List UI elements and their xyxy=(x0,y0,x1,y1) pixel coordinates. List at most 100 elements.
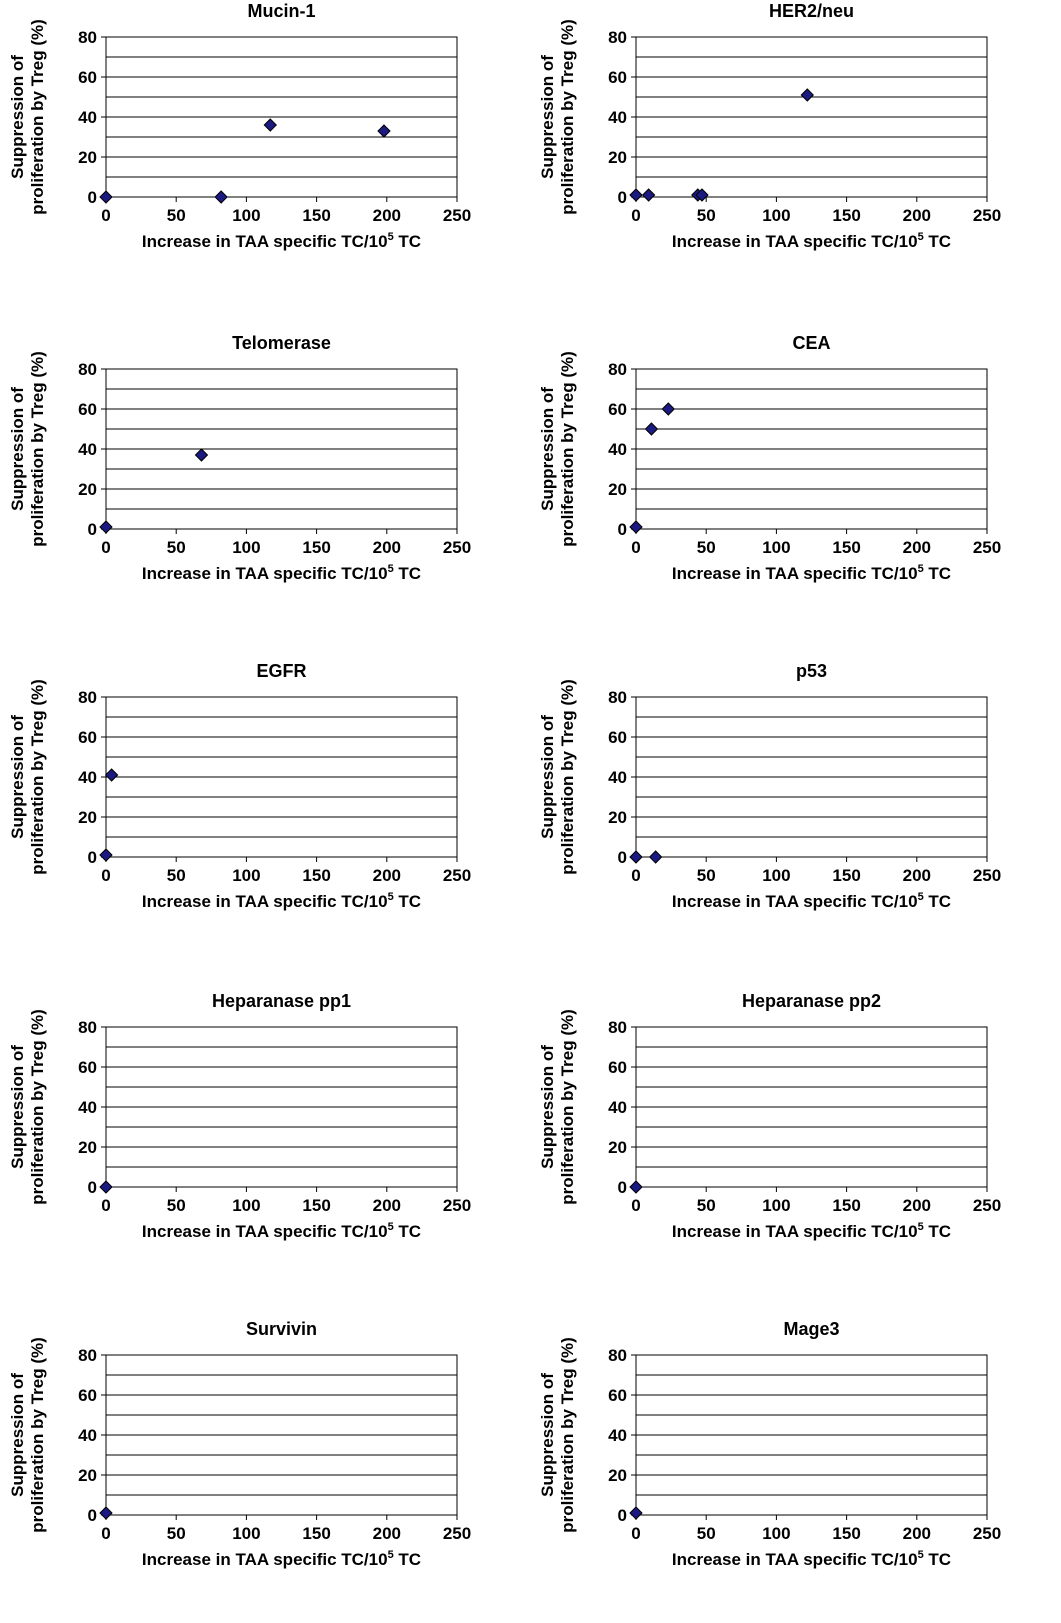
svg-text:Suppression of: Suppression of xyxy=(8,715,27,839)
x-tick-label: 150 xyxy=(302,1196,330,1215)
chart-title: Survivin xyxy=(246,1319,317,1339)
x-tick-label: 100 xyxy=(232,1196,260,1215)
x-tick-label: 100 xyxy=(232,206,260,225)
y-axis-label: Suppression of proliferation by Treg (%) xyxy=(538,351,577,547)
x-tick-label: 50 xyxy=(167,1524,186,1543)
svg-text:proliferation by Treg (%): proliferation by Treg (%) xyxy=(558,19,577,215)
x-tick-label: 50 xyxy=(167,538,186,557)
chart-panel-3: Telomerase 0 20 40 60 80 0 50 100 150 200 250 Increa… xyxy=(8,333,471,583)
chart-panel-5: EGFR 0 20 40 60 80 0 50 100 150 200 250 Increase in … xyxy=(8,661,471,911)
svg-text:proliferation by Treg (%): proliferation by Treg (%) xyxy=(558,351,577,547)
y-tick-label: 20 xyxy=(608,808,627,827)
y-tick-label: 0 xyxy=(88,848,97,867)
svg-text:Suppression of: Suppression of xyxy=(538,1045,557,1169)
y-tick-label: 20 xyxy=(608,480,627,499)
y-tick-label: 0 xyxy=(88,520,97,539)
x-tick-label: 250 xyxy=(443,538,471,557)
y-axis-label: Suppression of proliferation by Treg (%) xyxy=(8,19,47,215)
x-tick-label: 250 xyxy=(443,1196,471,1215)
x-tick-label: 200 xyxy=(373,1196,401,1215)
y-tick-label: 60 xyxy=(78,1058,97,1077)
y-axis-label: Suppression of proliferation by Treg (%) xyxy=(538,19,577,215)
x-tick-label: 50 xyxy=(697,206,716,225)
svg-text:Suppression of: Suppression of xyxy=(538,1373,557,1497)
svg-text:Suppression of: Suppression of xyxy=(8,55,27,179)
x-tick-label: 50 xyxy=(697,538,716,557)
x-tick-label: 0 xyxy=(631,866,640,885)
data-point xyxy=(648,850,663,864)
x-axis-label: Increase in TAA specific TC/105 TC xyxy=(142,1549,421,1569)
x-tick-label: 250 xyxy=(973,206,1001,225)
x-tick-label: 150 xyxy=(832,206,860,225)
data-point xyxy=(214,190,228,204)
data-point xyxy=(263,118,277,132)
y-tick-label: 0 xyxy=(618,848,627,867)
y-tick-label: 20 xyxy=(78,808,97,827)
y-tick-label: 80 xyxy=(608,1018,627,1037)
y-tick-label: 0 xyxy=(618,188,627,207)
x-tick-label: 100 xyxy=(762,206,790,225)
y-axis-label: Suppression of proliferation by Treg (%) xyxy=(538,1337,577,1533)
x-tick-label: 150 xyxy=(832,1524,860,1543)
x-tick-label: 200 xyxy=(903,206,931,225)
svg-text:Suppression of: Suppression of xyxy=(8,1045,27,1169)
x-tick-label: 100 xyxy=(232,538,260,557)
x-axis-label: Increase in TAA specific TC/105 TC xyxy=(142,231,421,251)
x-tick-label: 150 xyxy=(302,866,330,885)
x-tick-label: 100 xyxy=(762,1524,790,1543)
x-tick-label: 0 xyxy=(101,1196,110,1215)
data-point xyxy=(629,1180,643,1194)
y-tick-label: 20 xyxy=(78,1466,97,1485)
chart-panel-1: Mucin-1 0 20 40 60 80 0 50 100 150 200 250 Increase … xyxy=(8,1,471,251)
y-tick-label: 60 xyxy=(78,68,97,87)
chart-panel-6: p53 0 20 40 60 80 0 50 100 150 200 250 Increase in T… xyxy=(538,661,1001,911)
y-tick-label: 60 xyxy=(608,400,627,419)
x-tick-label: 200 xyxy=(373,206,401,225)
x-tick-label: 50 xyxy=(697,1524,716,1543)
x-tick-label: 0 xyxy=(631,1524,640,1543)
y-tick-label: 60 xyxy=(608,1386,627,1405)
x-tick-label: 200 xyxy=(903,538,931,557)
y-tick-label: 60 xyxy=(78,400,97,419)
data-point xyxy=(194,448,209,462)
y-tick-label: 40 xyxy=(78,1098,97,1117)
x-tick-label: 150 xyxy=(302,1524,330,1543)
x-tick-label: 200 xyxy=(373,1524,401,1543)
x-tick-label: 0 xyxy=(631,1196,640,1215)
x-tick-label: 50 xyxy=(167,866,186,885)
y-axis-label: Suppression of proliferation by Treg (%) xyxy=(8,1009,47,1205)
data-point xyxy=(99,190,113,204)
svg-text:proliferation by Treg (%): proliferation by Treg (%) xyxy=(28,1337,47,1533)
svg-text:proliferation by Treg (%): proliferation by Treg (%) xyxy=(558,1009,577,1205)
chart-title: HER2/neu xyxy=(769,1,854,21)
data-point xyxy=(695,188,709,202)
y-tick-label: 60 xyxy=(608,728,627,747)
chart-title: Heparanase pp1 xyxy=(212,991,351,1011)
chart-title: Telomerase xyxy=(232,333,331,353)
y-tick-label: 40 xyxy=(608,768,627,787)
data-point xyxy=(641,188,656,202)
y-tick-label: 40 xyxy=(608,1098,627,1117)
data-point xyxy=(661,402,675,416)
svg-text:proliferation by Treg (%): proliferation by Treg (%) xyxy=(28,1009,47,1205)
y-tick-label: 80 xyxy=(608,1346,627,1365)
y-tick-label: 0 xyxy=(618,520,627,539)
x-tick-label: 50 xyxy=(167,1196,186,1215)
y-tick-label: 40 xyxy=(78,440,97,459)
data-point xyxy=(629,1506,643,1520)
x-tick-label: 250 xyxy=(443,1524,471,1543)
x-tick-label: 250 xyxy=(973,538,1001,557)
y-tick-label: 80 xyxy=(608,688,627,707)
y-tick-label: 60 xyxy=(78,1386,97,1405)
chart-panel-10: Mage3 0 20 40 60 80 0 50 100 150 200 250 Increase in… xyxy=(538,1319,1001,1569)
x-tick-label: 0 xyxy=(631,538,640,557)
y-axis-label: Suppression of proliferation by Treg (%) xyxy=(538,679,577,875)
y-axis-label: Suppression of proliferation by Treg (%) xyxy=(8,1337,47,1533)
y-tick-label: 80 xyxy=(78,1346,97,1365)
x-tick-label: 50 xyxy=(697,1196,716,1215)
x-axis-label: Increase in TAA specific TC/105 TC xyxy=(142,563,421,583)
x-axis-label: Increase in TAA specific TC/105 TC xyxy=(672,891,951,911)
chart-panel-9: Survivin 0 20 40 60 80 0 50 100 150 200 250 Increase… xyxy=(8,1319,471,1569)
x-tick-label: 150 xyxy=(302,538,330,557)
